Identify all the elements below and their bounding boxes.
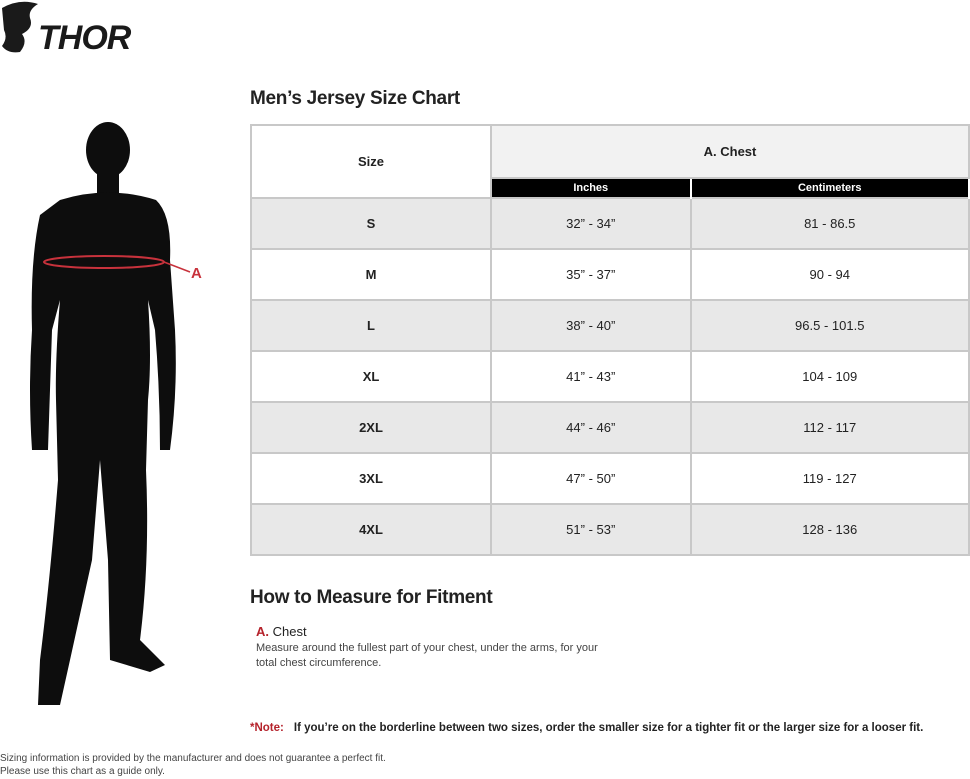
size-cell: XL [250, 350, 492, 403]
table-row: 4XL 51” - 53” 128 - 136 [250, 503, 970, 556]
inches-cell: 47” - 50” [490, 452, 692, 505]
body-silhouette: A [30, 122, 202, 705]
measure-letter: A. [256, 624, 269, 639]
measure-description: Measure around the fullest part of your … [256, 642, 598, 669]
measure-name: Chest [272, 624, 307, 639]
inches-cell: 38” - 40” [490, 299, 692, 352]
disclaimer-line: Please use this chart as a guide only. [0, 766, 165, 777]
table-row: 2XL 44” - 46” 112 - 117 [250, 401, 970, 454]
centimeters-cell: 119 - 127 [689, 452, 970, 505]
note-label: *Note: [250, 722, 284, 734]
centimeters-cell: 128 - 136 [689, 503, 970, 556]
centimeters-cell: 112 - 117 [689, 401, 970, 454]
table-row: XL 41” - 43” 104 - 109 [250, 350, 970, 403]
table-row: L 38” - 40” 96.5 - 101.5 [250, 299, 970, 352]
centimeters-cell: 96.5 - 101.5 [689, 299, 970, 352]
table-row: 3XL 47” - 50” 119 - 127 [250, 452, 970, 505]
size-cell: 2XL [250, 401, 492, 454]
disclaimer: Sizing information is provided by the ma… [0, 752, 386, 778]
measure-title: How to Measure for Fitment [250, 587, 493, 608]
inches-cell: 44” - 46” [490, 401, 692, 454]
note-text: If you’re on the borderline between two … [293, 722, 924, 734]
thor-logo: THOR [2, 1, 133, 57]
inches-header: Inches [490, 176, 692, 198]
measure-item-title: A. Chest [256, 624, 307, 639]
centimeters-cell: 104 - 109 [689, 350, 970, 403]
table-row: M 35” - 37” 90 - 94 [250, 248, 970, 301]
chest-header: A. Chest [490, 124, 970, 179]
table-row: S 32” - 34” 81 - 86.5 [250, 197, 970, 250]
note: *Note: If you’re on the borderline betwee… [250, 722, 923, 734]
inches-cell: 41” - 43” [490, 350, 692, 403]
size-cell: 4XL [250, 503, 492, 556]
centimeters-cell: 90 - 94 [689, 248, 970, 301]
disclaimer-line: Sizing information is provided by the ma… [0, 753, 386, 764]
size-cell: 3XL [250, 452, 492, 505]
centimeters-cell: 81 - 86.5 [689, 197, 970, 250]
size-header: Size [250, 124, 492, 199]
inches-cell: 51” - 53” [490, 503, 692, 556]
size-cell: S [250, 197, 492, 250]
inches-cell: 32” - 34” [490, 197, 692, 250]
centimeters-header: Centimeters [689, 176, 970, 198]
size-cell: L [250, 299, 492, 352]
size-cell: M [250, 248, 492, 301]
size-table: Size A. Chest Inches Centimeters S 32” - … [250, 124, 970, 556]
inches-cell: 35” - 37” [490, 248, 692, 301]
svg-text:THOR: THOR [38, 19, 132, 57]
chart-title: Men’s Jersey Size Chart [250, 88, 460, 109]
marker-label: A [191, 265, 202, 282]
